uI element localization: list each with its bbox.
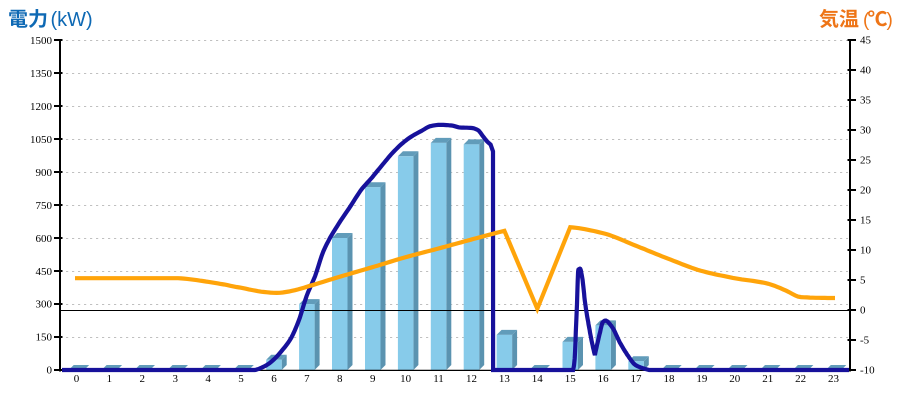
svg-text:8: 8	[337, 373, 343, 385]
svg-text:21: 21	[762, 373, 773, 385]
svg-text:1350: 1350	[30, 68, 53, 80]
svg-text:4: 4	[205, 373, 211, 385]
svg-text:25: 25	[860, 155, 872, 167]
svg-text:(kW): (kW)	[51, 9, 93, 31]
svg-text:(: (	[863, 10, 870, 31]
svg-text:5: 5	[238, 373, 244, 385]
svg-text:10: 10	[860, 245, 872, 257]
svg-text:5: 5	[860, 275, 866, 287]
svg-text:2: 2	[140, 373, 146, 385]
svg-text:13: 13	[499, 373, 511, 385]
svg-text:14: 14	[532, 373, 544, 385]
svg-text:900: 900	[36, 167, 53, 179]
svg-text:3: 3	[172, 373, 178, 385]
svg-text:23: 23	[828, 373, 840, 385]
svg-text:40: 40	[860, 65, 872, 77]
svg-text:0: 0	[47, 365, 53, 377]
svg-text:19: 19	[696, 373, 708, 385]
svg-text:300: 300	[36, 299, 53, 311]
svg-text:750: 750	[36, 200, 53, 212]
svg-text:15: 15	[860, 215, 872, 227]
svg-text:-10: -10	[860, 365, 875, 377]
svg-text:600: 600	[36, 233, 53, 245]
svg-text:35: 35	[860, 95, 872, 107]
svg-text:1: 1	[107, 373, 113, 385]
svg-text:15: 15	[565, 373, 577, 385]
svg-text:1200: 1200	[30, 101, 53, 113]
svg-text:18: 18	[664, 373, 676, 385]
svg-text:150: 150	[36, 332, 53, 344]
svg-text:0: 0	[860, 305, 866, 317]
svg-text:20: 20	[860, 185, 872, 197]
svg-text:30: 30	[860, 125, 872, 137]
svg-text:12: 12	[466, 373, 477, 385]
svg-text:9: 9	[370, 373, 376, 385]
svg-text:10: 10	[400, 373, 412, 385]
svg-text:17: 17	[631, 373, 643, 385]
svg-text:20: 20	[729, 373, 741, 385]
svg-text:450: 450	[36, 266, 53, 278]
svg-text:): )	[887, 10, 893, 31]
svg-text:7: 7	[304, 373, 310, 385]
svg-text:1050: 1050	[30, 134, 53, 146]
svg-text:16: 16	[598, 373, 610, 385]
svg-text:6: 6	[271, 373, 277, 385]
svg-text:11: 11	[433, 373, 444, 385]
svg-text:22: 22	[795, 373, 806, 385]
svg-text:45: 45	[860, 35, 872, 47]
svg-text:-5: -5	[860, 335, 870, 347]
svg-text:0: 0	[74, 373, 80, 385]
svg-text:1500: 1500	[30, 35, 53, 47]
